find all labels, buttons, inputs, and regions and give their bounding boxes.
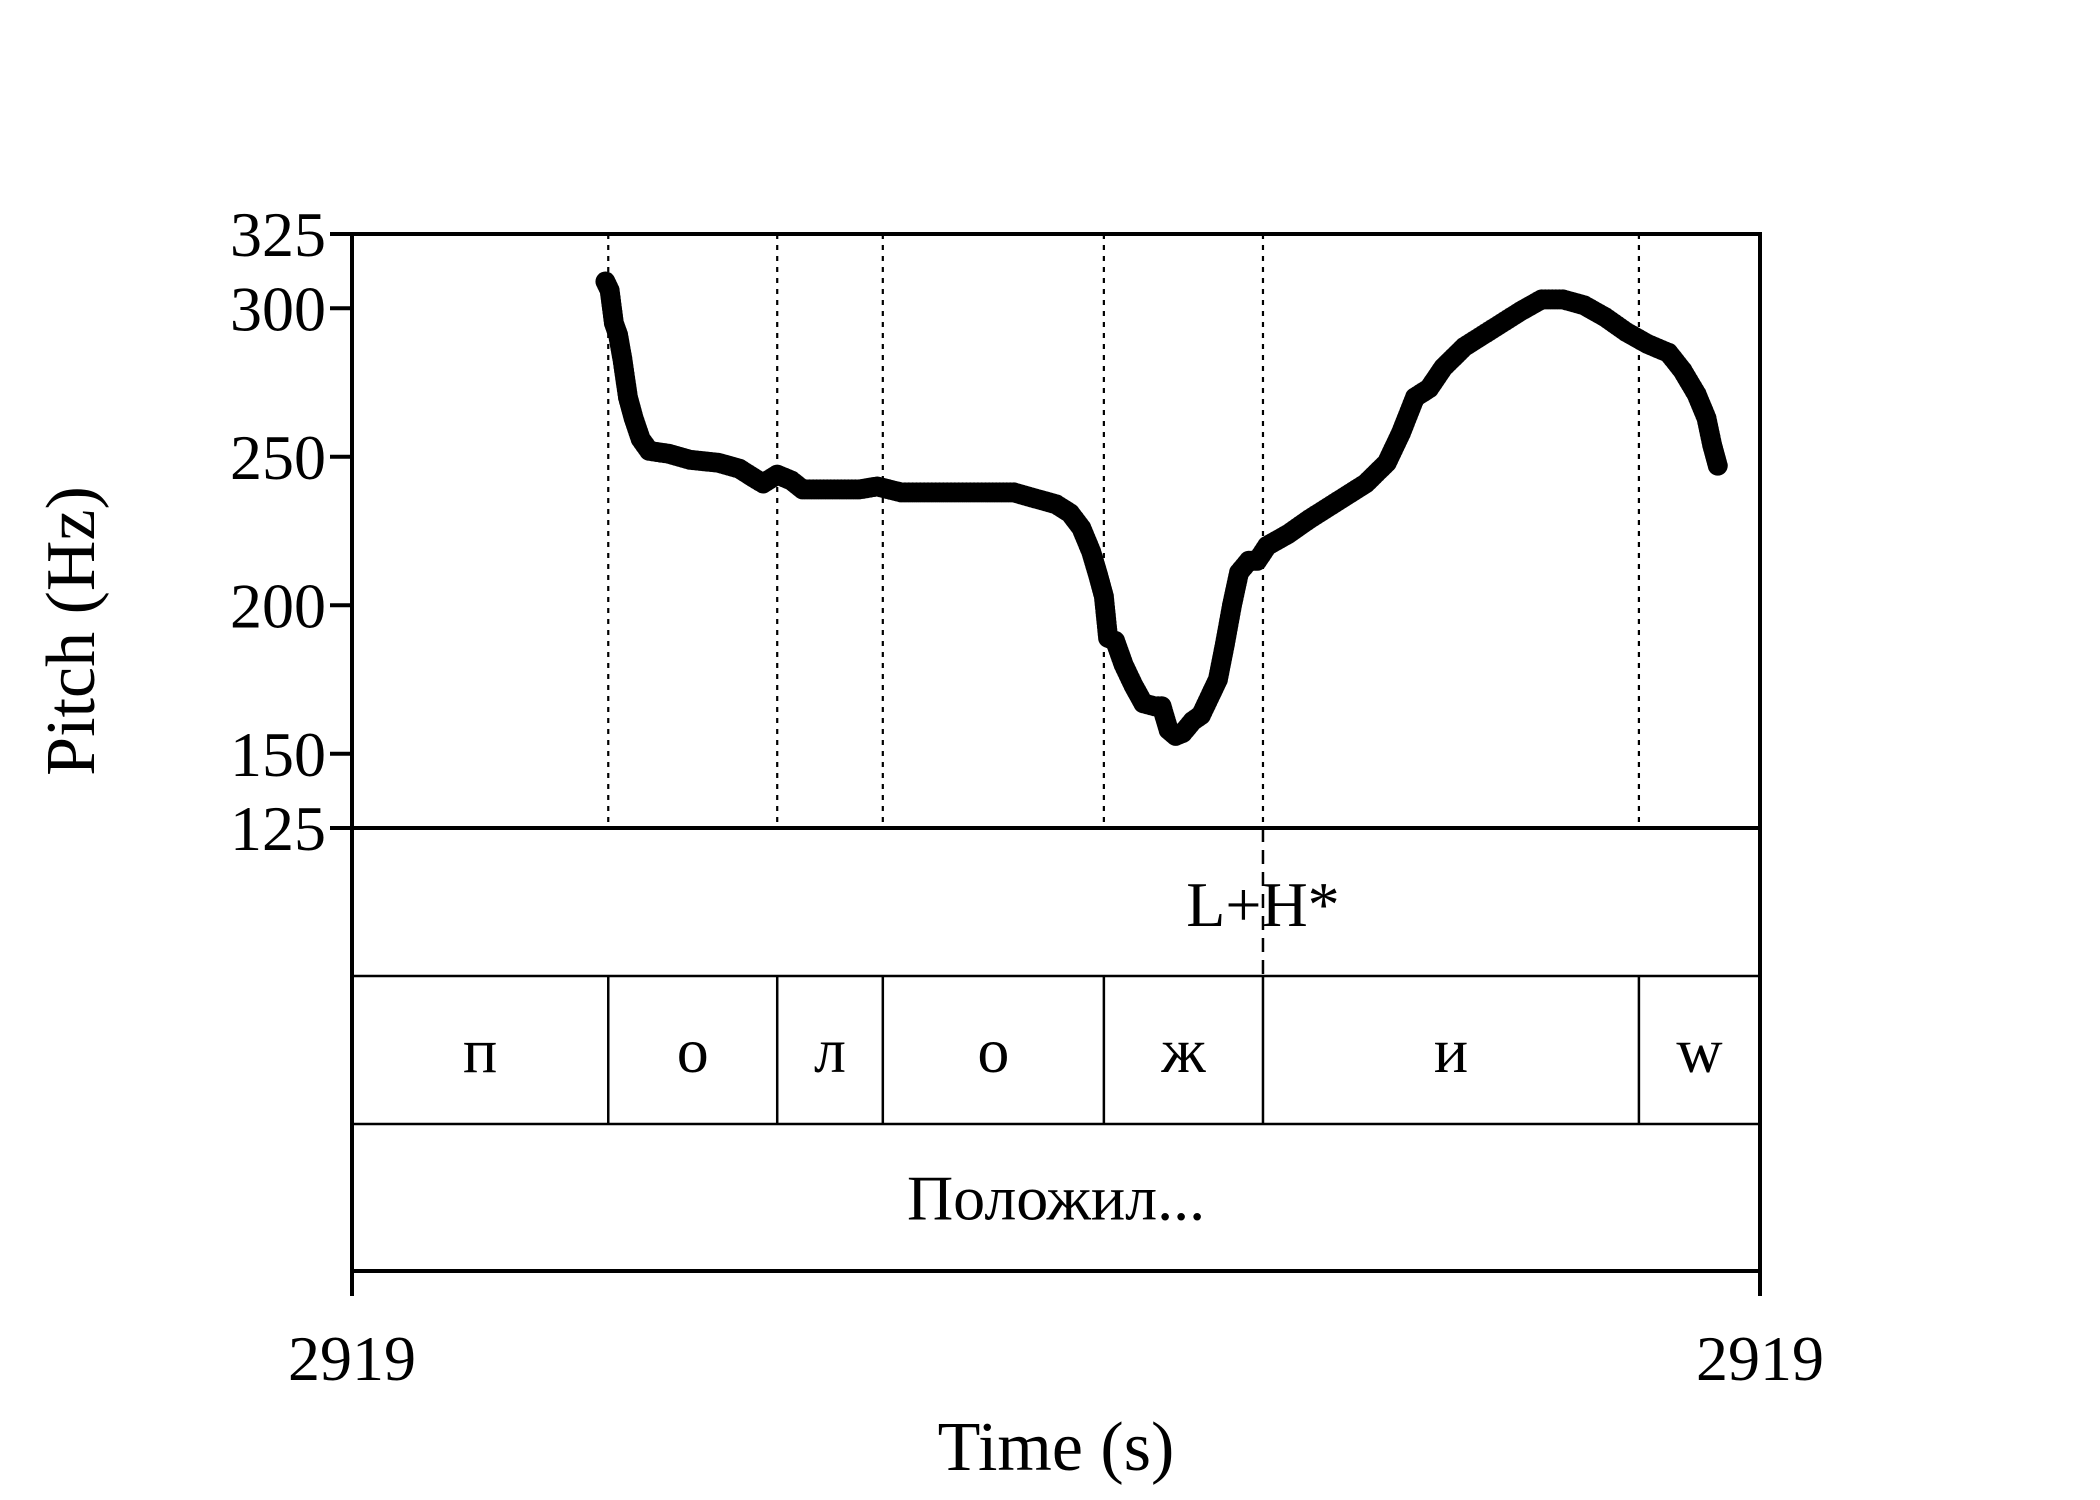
- y-tick-label-125: 125: [230, 793, 326, 864]
- segment-label-5: и: [1434, 1015, 1468, 1086]
- pitch-track: [595, 271, 1728, 746]
- segment-label-1: о: [677, 1015, 709, 1086]
- tier-frame: [350, 826, 1762, 1273]
- y-tick-label-150: 150: [230, 719, 326, 790]
- y-tick-label-250: 250: [230, 422, 326, 493]
- word-tier: Положил...: [907, 1163, 1205, 1234]
- segment-boundaries: [607, 976, 1641, 1124]
- x-tick-label-end: 2919: [1696, 1323, 1824, 1394]
- pitch-point-479: [1707, 455, 1728, 476]
- y-tick-label-325: 325: [230, 199, 326, 270]
- word-label-0: Положил...: [907, 1163, 1205, 1234]
- segment-label-4: ж: [1160, 1015, 1206, 1086]
- segment-label-6: w: [1676, 1015, 1722, 1086]
- segment-label-0: п: [463, 1015, 497, 1086]
- tone-tier: L+H*: [1186, 828, 1340, 976]
- y-axis-title: Pitch (Hz): [33, 486, 110, 776]
- x-axis-title: Time (s): [938, 1409, 1175, 1486]
- y-tick-label-200: 200: [230, 570, 326, 641]
- segment-label-3: о: [977, 1015, 1009, 1086]
- tone-label-0: L+H*: [1186, 869, 1339, 940]
- segment-label-2: л: [814, 1015, 846, 1086]
- pitch-plot-frame: [350, 232, 1762, 830]
- y-tick-label-300: 300: [230, 273, 326, 344]
- x-tick-label-start: 2919: [288, 1323, 416, 1394]
